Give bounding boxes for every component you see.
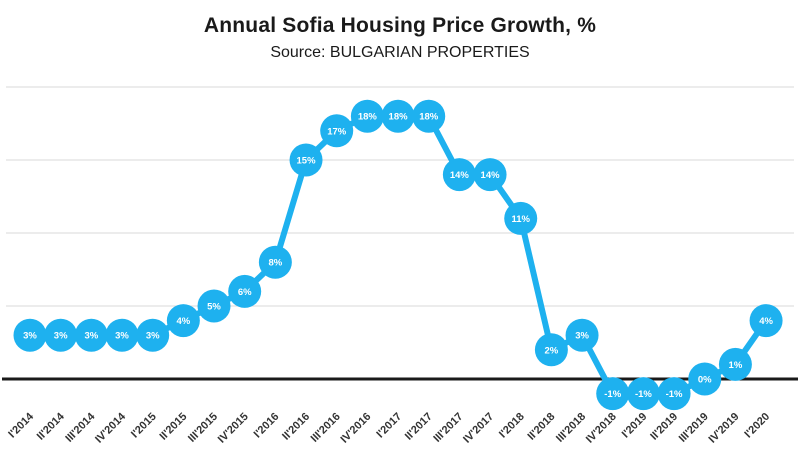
x-axis-label: II'2018 [526,411,558,443]
data-point-marker [258,245,292,279]
data-point-label: -1% [666,389,683,400]
line-chart-plot: 3% 3% 3% 3% 3% 4% 5% 6% 8% 15% 17% 18% 18% 18% 14% 14% 1… [2,86,798,446]
x-axis-label: II'2014 [35,410,68,443]
data-point-marker [197,289,231,323]
data-point-label: 2% [545,345,559,356]
data-point-marker [718,347,752,381]
data-point-label: -1% [604,389,621,400]
x-axis-label: I'2014 [6,410,36,440]
x-axis-label: III'2019 [677,411,711,445]
data-point-label: 6% [238,287,252,298]
data-point-marker [166,304,200,338]
data-point-marker [412,99,446,133]
x-axis-label: IV'2016 [339,411,374,446]
data-point-marker [44,318,78,352]
trend-line [27,113,770,397]
x-axis-label: I'2016 [252,411,282,441]
data-point-label: 3% [84,331,98,342]
data-point-label: 3% [23,331,37,342]
data-point-label: -1% [635,389,652,400]
data-point-marker [749,304,783,338]
data-point-marker [228,274,262,308]
x-axis-label: IV'2015 [216,411,251,446]
data-point-marker [473,158,507,192]
data-point-label: 18% [358,112,378,123]
data-point-label: 0% [698,375,712,386]
data-point-label: 4% [759,316,773,327]
x-axis-label: III'2016 [309,411,343,445]
data-point-label: 18% [389,112,409,123]
data-point-label: 3% [54,331,68,342]
x-axis-label: II'2019 [648,411,680,443]
data-point-marker [136,318,170,352]
data-point-marker [596,377,630,411]
data-point-marker [381,99,415,133]
x-axis-label: IV'2017 [461,411,496,446]
x-axis-label: III'2018 [554,411,588,445]
chart-title: Annual Sofia Housing Price Growth, % [203,14,597,37]
data-point-marker [320,114,354,148]
x-axis-label: II'2015 [158,411,190,443]
data-point-label: 3% [115,331,129,342]
data-point-label: 18% [419,112,439,123]
data-point-marker [289,143,323,177]
x-axis-label: II'2017 [403,411,435,443]
data-point-marker [657,377,691,411]
x-axis-label: II'2016 [280,411,312,443]
x-axis-label: I'2018 [497,411,527,441]
data-point-marker [626,377,660,411]
data-point-marker [13,318,47,352]
x-axis-label: I'2020 [742,411,772,441]
data-point-label: 15% [297,156,317,167]
data-point-marker [504,201,538,235]
data-point-marker [534,333,568,367]
data-point-marker [74,318,108,352]
x-axis-label: III'2014 [63,410,98,445]
data-point-marker [688,362,722,396]
x-axis-label: IV'2019 [707,411,742,446]
data-point-marker [442,158,476,192]
x-axis-label: I'2015 [129,411,159,441]
data-point-label: 4% [176,316,190,327]
data-point-marker [350,99,384,133]
data-point-label: 1% [729,360,743,371]
x-axis-label: IV'2014 [93,410,129,446]
data-point-label: 11% [511,214,530,225]
chart-subtitle: Source: BULGARIAN PROPERTIES [270,44,530,61]
x-axis-label: IV'2018 [584,411,619,446]
x-axis-label: III'2017 [431,411,465,445]
data-point-label: 17% [327,126,347,137]
data-point-label: 3% [146,331,160,342]
data-point-label: 5% [207,302,221,313]
data-point-label: 14% [450,170,470,181]
data-point-label: 8% [268,258,282,269]
x-axis-label: I'2017 [374,411,404,441]
data-point-marker [565,318,599,352]
x-axis-label: I'2019 [620,411,650,441]
x-axis-label: III'2015 [186,411,220,445]
data-point-label: 14% [481,170,501,181]
data-point-marker [105,318,139,352]
data-point-label: 3% [575,331,589,342]
